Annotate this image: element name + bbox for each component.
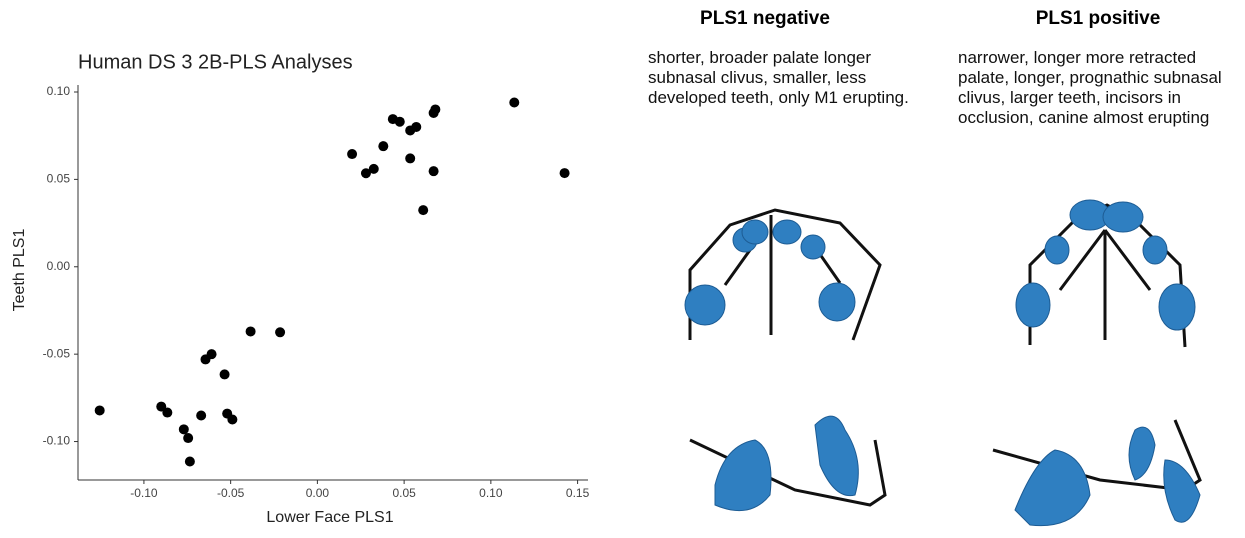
panel-description: narrower, longer more retracted palate, … (958, 48, 1243, 128)
point (179, 424, 189, 434)
positive-lateral (993, 420, 1200, 526)
x-tick-label: 0.00 (306, 486, 330, 500)
point (347, 149, 357, 159)
panel-description: shorter, broader palate longer subnasal … (648, 48, 933, 108)
y-tick-label: 0.00 (47, 259, 71, 273)
point (95, 405, 105, 415)
y-tick-label: -0.05 (43, 346, 71, 360)
point (246, 326, 256, 336)
illustrations (645, 195, 1245, 535)
point (185, 456, 195, 466)
x-tick-label: -0.10 (130, 486, 158, 500)
point (429, 108, 439, 118)
panel-title: PLS1 negative (615, 8, 915, 30)
page: Human DS 3 2B-PLS Analyses Lower Face PL… (0, 0, 1245, 538)
point (405, 153, 415, 163)
positive-occlusal (1016, 200, 1195, 347)
point (196, 411, 206, 421)
point (361, 168, 371, 178)
y-axis-label: Teeth PLS1 (11, 229, 28, 312)
point (183, 433, 193, 443)
negative-lateral (690, 416, 885, 511)
point (429, 166, 439, 176)
point (405, 125, 415, 135)
x-tick-label: -0.05 (217, 486, 245, 500)
point (418, 205, 428, 215)
point (201, 354, 211, 364)
point (220, 369, 230, 379)
point (509, 97, 519, 107)
point (227, 415, 237, 425)
panel-title: PLS1 positive (948, 8, 1245, 30)
x-tick-label: 0.05 (392, 486, 416, 500)
point (162, 408, 172, 418)
y-tick-label: 0.10 (47, 84, 71, 98)
point (560, 168, 570, 178)
x-axis-label: Lower Face PLS1 (266, 509, 393, 526)
chart-title: Human DS 3 2B-PLS Analyses (78, 51, 353, 73)
x-tick-label: 0.15 (566, 486, 590, 500)
x-tick-label: 0.10 (479, 486, 503, 500)
chart: Human DS 3 2B-PLS Analyses Lower Face PL… (0, 0, 640, 538)
point (378, 141, 388, 151)
y-tick-label: 0.05 (47, 172, 71, 186)
point (275, 327, 285, 337)
negative-occlusal (685, 210, 880, 340)
point (395, 117, 405, 127)
y-tick-label: -0.10 (43, 434, 71, 448)
